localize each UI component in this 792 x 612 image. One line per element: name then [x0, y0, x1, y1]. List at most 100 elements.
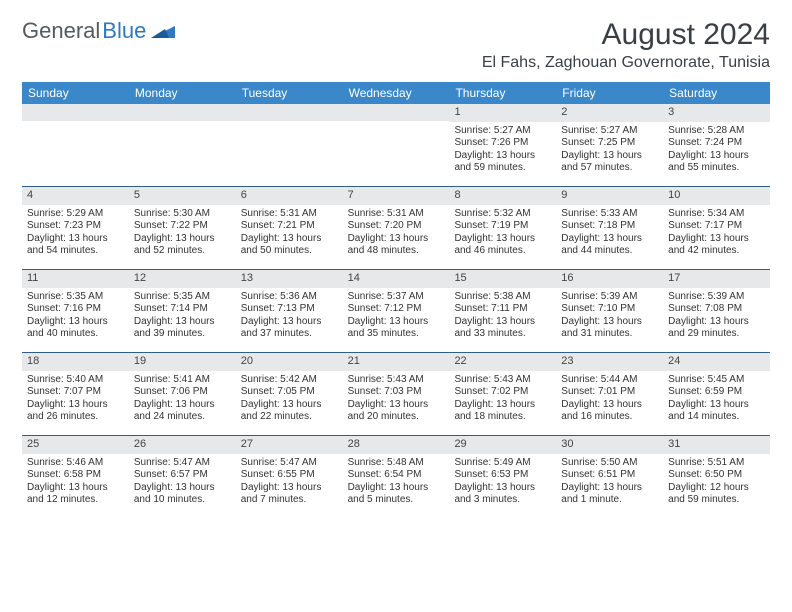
day-number: 19: [129, 353, 236, 371]
calendar-day-cell: [129, 104, 236, 186]
sunrise-text: Sunrise: 5:30 AM: [134, 208, 231, 221]
calendar-day-cell: 15Sunrise: 5:38 AMSunset: 7:11 PMDayligh…: [449, 270, 556, 352]
weekday-header: Sunday: [22, 82, 129, 104]
daylight-text: Daylight: 12 hours and 59 minutes.: [668, 482, 765, 507]
sunset-text: Sunset: 7:03 PM: [348, 386, 445, 399]
day-number: 17: [663, 270, 770, 288]
calendar-day-cell: 25Sunrise: 5:46 AMSunset: 6:58 PMDayligh…: [22, 436, 129, 518]
day-number: 5: [129, 187, 236, 205]
calendar-day-cell: 2Sunrise: 5:27 AMSunset: 7:25 PMDaylight…: [556, 104, 663, 186]
day-details: Sunrise: 5:35 AMSunset: 7:16 PMDaylight:…: [22, 288, 129, 346]
sunset-text: Sunset: 6:59 PM: [668, 386, 765, 399]
daylight-text: Daylight: 13 hours and 40 minutes.: [27, 316, 124, 341]
calendar-day-cell: [343, 104, 450, 186]
calendar-week-row: 4Sunrise: 5:29 AMSunset: 7:23 PMDaylight…: [22, 187, 770, 270]
daylight-text: Daylight: 13 hours and 26 minutes.: [27, 399, 124, 424]
day-details: Sunrise: 5:50 AMSunset: 6:51 PMDaylight:…: [556, 454, 663, 512]
sunset-text: Sunset: 6:51 PM: [561, 469, 658, 482]
day-number: 18: [22, 353, 129, 371]
day-details: Sunrise: 5:42 AMSunset: 7:05 PMDaylight:…: [236, 371, 343, 429]
calendar-day-cell: 17Sunrise: 5:39 AMSunset: 7:08 PMDayligh…: [663, 270, 770, 352]
day-number: [129, 104, 236, 121]
sunset-text: Sunset: 7:24 PM: [668, 137, 765, 150]
sunrise-text: Sunrise: 5:37 AM: [348, 291, 445, 304]
day-details: Sunrise: 5:31 AMSunset: 7:21 PMDaylight:…: [236, 205, 343, 263]
location-subtitle: El Fahs, Zaghouan Governorate, Tunisia: [482, 54, 770, 72]
daylight-text: Daylight: 13 hours and 52 minutes.: [134, 233, 231, 258]
day-number: 26: [129, 436, 236, 454]
day-number: 6: [236, 187, 343, 205]
sunrise-text: Sunrise: 5:27 AM: [454, 125, 551, 138]
calendar-day-cell: 16Sunrise: 5:39 AMSunset: 7:10 PMDayligh…: [556, 270, 663, 352]
daylight-text: Daylight: 13 hours and 44 minutes.: [561, 233, 658, 258]
calendar-day-cell: 31Sunrise: 5:51 AMSunset: 6:50 PMDayligh…: [663, 436, 770, 518]
calendar-week-row: 1Sunrise: 5:27 AMSunset: 7:26 PMDaylight…: [22, 104, 770, 187]
day-details: Sunrise: 5:31 AMSunset: 7:20 PMDaylight:…: [343, 205, 450, 263]
calendar-day-cell: 23Sunrise: 5:44 AMSunset: 7:01 PMDayligh…: [556, 353, 663, 435]
day-details: Sunrise: 5:39 AMSunset: 7:10 PMDaylight:…: [556, 288, 663, 346]
day-number: 4: [22, 187, 129, 205]
calendar-week-row: 18Sunrise: 5:40 AMSunset: 7:07 PMDayligh…: [22, 353, 770, 436]
title-block: August 2024 El Fahs, Zaghouan Governorat…: [482, 18, 770, 72]
day-details: Sunrise: 5:46 AMSunset: 6:58 PMDaylight:…: [22, 454, 129, 512]
weekday-header: Monday: [129, 82, 236, 104]
sunrise-text: Sunrise: 5:35 AM: [134, 291, 231, 304]
sunset-text: Sunset: 7:18 PM: [561, 220, 658, 233]
daylight-text: Daylight: 13 hours and 5 minutes.: [348, 482, 445, 507]
day-details: Sunrise: 5:40 AMSunset: 7:07 PMDaylight:…: [22, 371, 129, 429]
sunrise-text: Sunrise: 5:33 AM: [561, 208, 658, 221]
day-details: Sunrise: 5:39 AMSunset: 7:08 PMDaylight:…: [663, 288, 770, 346]
sunset-text: Sunset: 7:21 PM: [241, 220, 338, 233]
day-details: Sunrise: 5:38 AMSunset: 7:11 PMDaylight:…: [449, 288, 556, 346]
calendar-week-row: 25Sunrise: 5:46 AMSunset: 6:58 PMDayligh…: [22, 436, 770, 518]
sunrise-text: Sunrise: 5:27 AM: [561, 125, 658, 138]
day-details: Sunrise: 5:28 AMSunset: 7:24 PMDaylight:…: [663, 122, 770, 180]
sunrise-text: Sunrise: 5:32 AM: [454, 208, 551, 221]
daylight-text: Daylight: 13 hours and 20 minutes.: [348, 399, 445, 424]
day-number: 1: [449, 104, 556, 122]
day-number: 25: [22, 436, 129, 454]
day-number: 24: [663, 353, 770, 371]
day-details: Sunrise: 5:47 AMSunset: 6:57 PMDaylight:…: [129, 454, 236, 512]
day-number: 21: [343, 353, 450, 371]
calendar-day-cell: 4Sunrise: 5:29 AMSunset: 7:23 PMDaylight…: [22, 187, 129, 269]
day-number: 10: [663, 187, 770, 205]
daylight-text: Daylight: 13 hours and 46 minutes.: [454, 233, 551, 258]
day-number: [236, 104, 343, 121]
daylight-text: Daylight: 13 hours and 54 minutes.: [27, 233, 124, 258]
sunrise-text: Sunrise: 5:46 AM: [27, 457, 124, 470]
sunrise-text: Sunrise: 5:43 AM: [454, 374, 551, 387]
calendar-day-cell: 10Sunrise: 5:34 AMSunset: 7:17 PMDayligh…: [663, 187, 770, 269]
day-details: Sunrise: 5:27 AMSunset: 7:26 PMDaylight:…: [449, 122, 556, 180]
day-number: 11: [22, 270, 129, 288]
sunset-text: Sunset: 7:16 PM: [27, 303, 124, 316]
sunrise-text: Sunrise: 5:51 AM: [668, 457, 765, 470]
day-details: Sunrise: 5:37 AMSunset: 7:12 PMDaylight:…: [343, 288, 450, 346]
calendar-day-cell: 29Sunrise: 5:49 AMSunset: 6:53 PMDayligh…: [449, 436, 556, 518]
sunset-text: Sunset: 7:22 PM: [134, 220, 231, 233]
day-number: 12: [129, 270, 236, 288]
weekday-header: Friday: [556, 82, 663, 104]
daylight-text: Daylight: 13 hours and 14 minutes.: [668, 399, 765, 424]
daylight-text: Daylight: 13 hours and 10 minutes.: [134, 482, 231, 507]
logo-mark-icon: [151, 18, 175, 44]
brand-logo: GeneralBlue: [22, 18, 175, 44]
brand-part2: Blue: [102, 18, 146, 44]
sunrise-text: Sunrise: 5:39 AM: [561, 291, 658, 304]
day-number: 9: [556, 187, 663, 205]
weekday-header: Thursday: [449, 82, 556, 104]
day-details: Sunrise: 5:51 AMSunset: 6:50 PMDaylight:…: [663, 454, 770, 512]
sunset-text: Sunset: 7:12 PM: [348, 303, 445, 316]
calendar-grid: Sunday Monday Tuesday Wednesday Thursday…: [22, 82, 770, 518]
day-number: 22: [449, 353, 556, 371]
day-details: Sunrise: 5:44 AMSunset: 7:01 PMDaylight:…: [556, 371, 663, 429]
calendar-day-cell: 8Sunrise: 5:32 AMSunset: 7:19 PMDaylight…: [449, 187, 556, 269]
day-details: Sunrise: 5:27 AMSunset: 7:25 PMDaylight:…: [556, 122, 663, 180]
daylight-text: Daylight: 13 hours and 7 minutes.: [241, 482, 338, 507]
sunset-text: Sunset: 6:54 PM: [348, 469, 445, 482]
day-number: 16: [556, 270, 663, 288]
weekday-header: Tuesday: [236, 82, 343, 104]
day-details: Sunrise: 5:41 AMSunset: 7:06 PMDaylight:…: [129, 371, 236, 429]
daylight-text: Daylight: 13 hours and 42 minutes.: [668, 233, 765, 258]
day-details: Sunrise: 5:45 AMSunset: 6:59 PMDaylight:…: [663, 371, 770, 429]
